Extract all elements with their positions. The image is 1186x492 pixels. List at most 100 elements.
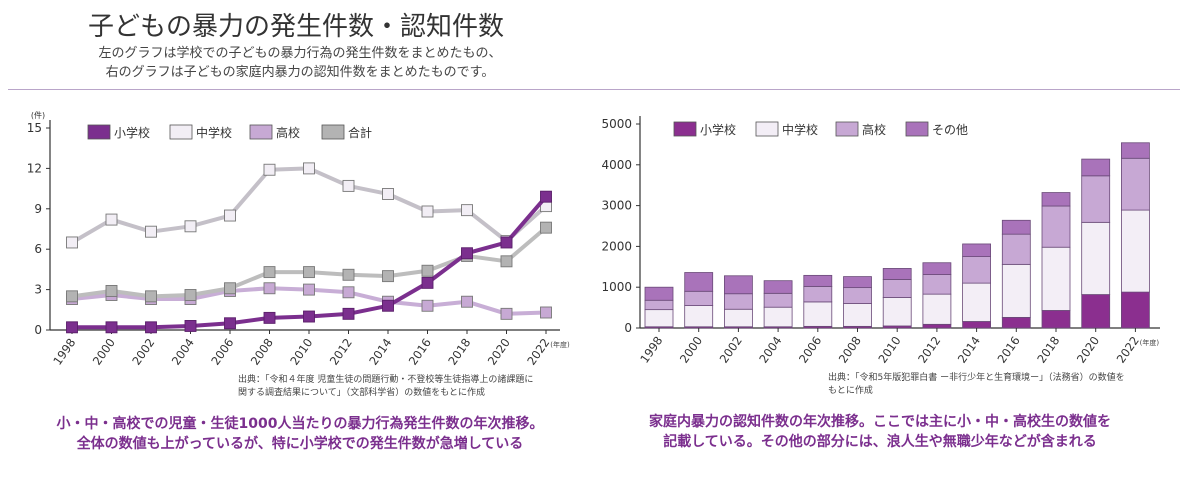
bar-ytick-label-3: 3000	[601, 199, 632, 213]
bar-legend-swatch-0	[673, 121, 697, 137]
subtitle-line-1: 左のグラフは学校での子どもの暴力行為の発生件数をまとめたもの、	[98, 46, 502, 61]
left-caption-line-1: 小・中・高校での児童・生徒1000人当たりの暴力行為発生件数の年次推移。	[56, 416, 544, 432]
bar-legend-swatch-2	[835, 121, 859, 137]
line-legend-swatch-1	[169, 124, 193, 140]
line-ytick-label-4: 12	[27, 161, 42, 175]
line-point-2-7	[342, 286, 355, 299]
bar-legend-swatch-3	[905, 121, 929, 137]
bar-segment-1-0	[644, 309, 674, 328]
bar-segment-0-12	[1121, 291, 1150, 329]
page-title: 子どもの暴力の発生件数・認知件数	[88, 12, 505, 42]
bar-segment-3-12	[1121, 142, 1150, 159]
line-point-2-6	[303, 283, 315, 296]
right-source: 出典：「令和5年版犯罪白書 ー非行少年と生育環境ー」（法務省）の数値を もとに作…	[828, 372, 1125, 398]
line-legend-swatch-2	[249, 124, 273, 140]
bar-segment-1-6	[882, 296, 912, 327]
line-point-3-2	[145, 290, 157, 303]
line-xtick-label-12: 2022	[524, 336, 552, 368]
line-point-0-11	[500, 236, 513, 249]
line-point-1-6	[303, 162, 315, 175]
bar-xtick-label-8: 2014	[955, 334, 983, 366]
line-legend-swatch-0	[87, 124, 111, 140]
line-legend-label-0: 小学校	[114, 125, 150, 140]
bar-segment-2-2	[724, 293, 753, 310]
line-point-0-7	[342, 307, 355, 320]
line-ytick-label-0: 0	[34, 323, 42, 337]
line-y-unit-label: (件)	[31, 110, 45, 120]
line-point-0-4	[224, 317, 236, 330]
bar-segment-3-6	[882, 268, 912, 280]
line-point-2-5	[263, 282, 276, 295]
bar-segment-2-3	[763, 292, 793, 308]
bar-segment-0-7	[922, 323, 952, 329]
line-point-1-8	[382, 188, 394, 200]
bar-xtick-label-6: 2010	[875, 334, 903, 366]
subtitle-line-2: 右のグラフは子どもの家庭内暴力の認知件数をまとめたものです。	[105, 65, 495, 80]
line-xtick-label-3: 2004	[169, 336, 197, 368]
line-ytick-label-2: 6	[34, 242, 42, 256]
bar-segment-1-8	[962, 282, 991, 322]
bar-segment-0-8	[962, 321, 991, 329]
page-subtitle: 左のグラフは学校での子どもの暴力行為の発生件数をまとめたもの、 右のグラフは子ど…	[40, 44, 560, 82]
left-source-line-2: 関する調査結果について」（文部科学省）の数値をもとに作成	[238, 388, 486, 398]
line-xtick-label-8: 2014	[366, 336, 394, 368]
right-source-line-2: もとに作成	[828, 386, 873, 396]
bar-segment-2-11	[1081, 175, 1111, 223]
bar-segment-2-0	[644, 299, 674, 311]
line-ytick-label-3: 9	[34, 202, 42, 216]
line-point-2-12	[540, 306, 552, 319]
line-point-0-12	[540, 190, 552, 203]
bar-xtick-label-4: 2006	[796, 334, 824, 366]
bar-segment-3-11	[1081, 158, 1111, 177]
bar-xtick-label-1: 2000	[677, 334, 705, 366]
line-point-0-2	[145, 321, 157, 334]
bar-x-unit-label: (年度)	[1140, 338, 1160, 347]
line-xtick-label-10: 2018	[445, 336, 473, 368]
line-xtick-label-2: 2002	[129, 336, 157, 368]
line-legend-swatch-3	[321, 124, 345, 140]
bar-segment-1-10	[1041, 246, 1071, 311]
line-xtick-label-4: 2006	[208, 336, 236, 368]
left-source: 出典：「令和４年度 児童生徒の問題行動・不登校等生徒指導上の諸課題に 関する調査…	[238, 374, 533, 400]
line-point-0-1	[105, 321, 118, 334]
bar-segment-3-1	[684, 272, 714, 292]
right-caption-line-1: 家庭内暴力の認知件数の年次推移。ここでは主に小・中・高校生の数値を	[649, 414, 1111, 430]
bar-xtick-label-10: 2018	[1034, 334, 1062, 366]
right-caption-line-2: 記載している。その他の部分には、浪人生や無職少年などが含まれる	[663, 434, 1097, 450]
bar-segment-1-3	[763, 306, 793, 328]
line-legend-label-2: 高校	[276, 125, 300, 140]
bar-segment-3-7	[922, 262, 952, 275]
line-xtick-label-1: 2000	[90, 336, 118, 368]
left-caption-line-2: 全体の数値も上がっているが、特に小学校での発生件数が急増している	[76, 436, 524, 452]
line-point-1-7	[342, 179, 355, 192]
bar-legend-label-2: 高校	[862, 122, 886, 137]
line-xtick-label-7: 2012	[327, 336, 355, 368]
bar-segment-3-9	[1001, 219, 1031, 235]
bar-ytick-label-2: 2000	[601, 239, 632, 253]
bar-ytick-label-4: 4000	[601, 158, 632, 172]
bar-xtick-label-0: 1998	[637, 334, 665, 366]
bar-segment-2-6	[882, 279, 912, 298]
line-point-3-1	[105, 284, 118, 297]
bar-segment-3-4	[803, 274, 833, 287]
bar-xtick-label-11: 2020	[1074, 334, 1102, 366]
bar-segment-3-3	[763, 280, 793, 294]
bar-segment-3-10	[1041, 192, 1071, 207]
bar-xtick-label-2: 2002	[717, 334, 745, 366]
line-xtick-label-9: 2016	[406, 336, 434, 368]
bar-segment-2-8	[962, 256, 991, 284]
bar-segment-1-7	[922, 293, 952, 325]
bar-segment-1-2	[724, 308, 753, 328]
line-point-0-8	[382, 299, 394, 312]
line-series-1	[70, 166, 548, 245]
line-xtick-label-6: 2010	[287, 336, 315, 368]
bar-segment-3-2	[724, 275, 753, 295]
bar-xtick-label-12: 2022	[1114, 334, 1142, 366]
line-point-0-6	[303, 310, 315, 323]
bar-segment-3-8	[962, 243, 991, 257]
bar-segment-2-10	[1041, 205, 1071, 248]
line-point-3-12	[540, 221, 552, 234]
bar-segment-1-1	[684, 305, 714, 328]
bar-ytick-label-1: 1000	[601, 280, 632, 294]
